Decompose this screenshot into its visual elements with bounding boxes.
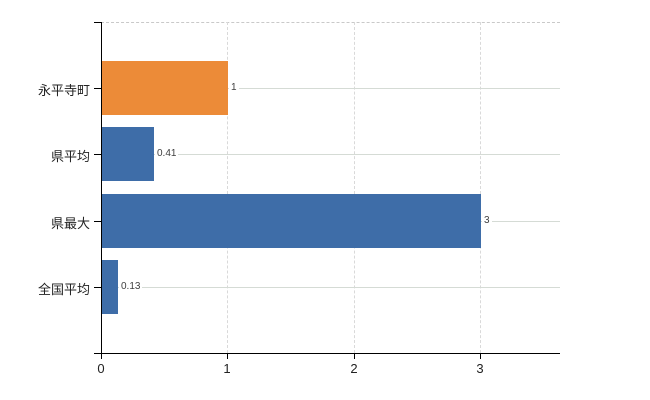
x-axis-line bbox=[101, 353, 560, 354]
y-axis-tick bbox=[94, 287, 101, 288]
h-gridline bbox=[101, 287, 560, 288]
y-axis-tick bbox=[94, 154, 101, 155]
x-tick-label: 3 bbox=[476, 361, 484, 376]
x-tick-label: 2 bbox=[350, 361, 358, 376]
value-label: 0.41 bbox=[155, 147, 179, 161]
x-axis-tick bbox=[101, 353, 102, 359]
h-gridline bbox=[101, 154, 560, 155]
x-axis-tick bbox=[480, 353, 481, 359]
category-label: 全国平均 bbox=[37, 282, 90, 297]
plot-top-border bbox=[101, 22, 560, 23]
bar-2 bbox=[102, 194, 481, 248]
y-axis-line bbox=[101, 22, 102, 353]
category-label: 県平均 bbox=[50, 149, 90, 164]
x-axis-tick bbox=[354, 353, 355, 359]
x-tick-label: 1 bbox=[223, 361, 231, 376]
bar-0 bbox=[102, 61, 228, 115]
y-axis-tick bbox=[94, 221, 101, 222]
v-gridline bbox=[227, 22, 228, 353]
x-tick-label: 0 bbox=[97, 361, 105, 376]
v-gridline bbox=[354, 22, 355, 353]
value-label: 3 bbox=[482, 214, 492, 228]
category-label: 県最大 bbox=[50, 216, 90, 231]
x-axis-tick bbox=[227, 353, 228, 359]
y-axis-tick bbox=[94, 22, 101, 23]
y-axis-tick bbox=[94, 353, 101, 354]
h-gridline bbox=[101, 88, 560, 89]
value-label: 0.13 bbox=[119, 280, 143, 294]
v-gridline bbox=[480, 22, 481, 353]
value-label: 1 bbox=[229, 81, 239, 95]
bar-1 bbox=[102, 127, 154, 181]
bar-3 bbox=[102, 260, 118, 314]
y-axis-tick bbox=[94, 88, 101, 89]
category-label: 永平寺町 bbox=[37, 83, 90, 98]
